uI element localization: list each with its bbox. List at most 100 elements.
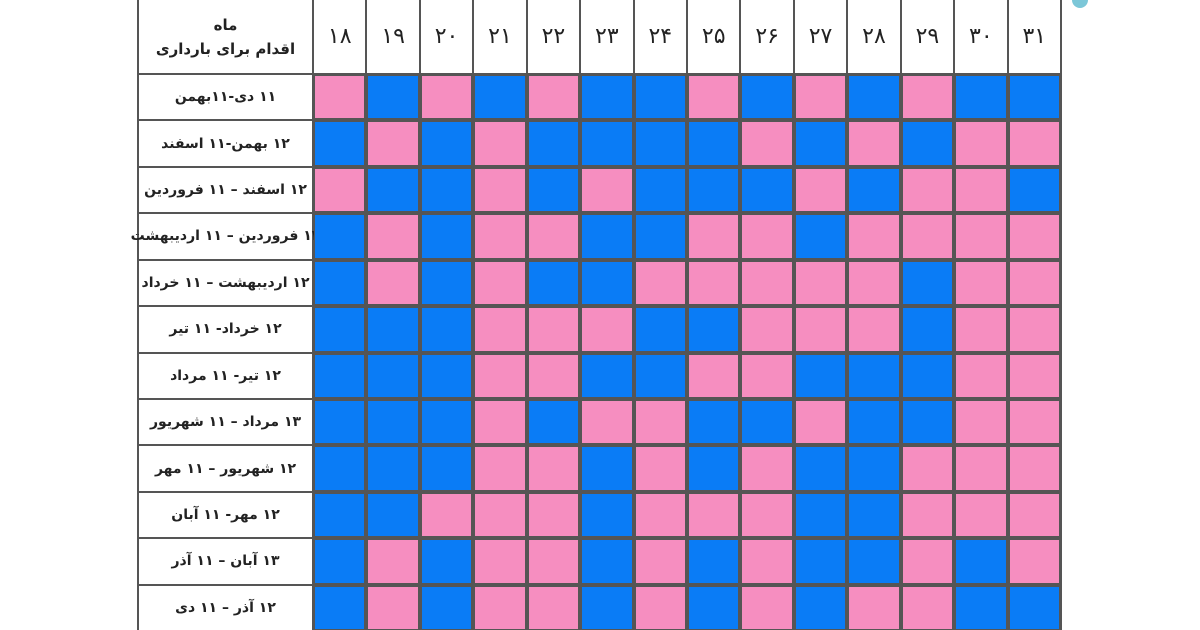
- cell-pink: [581, 167, 633, 213]
- cell-blue: [367, 492, 419, 538]
- cell-pink: [741, 260, 793, 306]
- row-header-month-range: ۱۲ بهمن-۱۱ اسفند: [139, 121, 312, 166]
- cell-pink: [634, 585, 686, 630]
- cell-pink: [527, 353, 580, 398]
- cell-blue: [527, 121, 580, 166]
- cell-blue: [741, 399, 793, 445]
- cell-blue: [581, 446, 633, 491]
- column-header-age: ۲۵: [687, 0, 740, 73]
- cell-pink: [794, 307, 847, 352]
- cell-blue: [848, 539, 900, 584]
- cell-blue: [687, 446, 740, 491]
- cell-pink: [687, 75, 740, 120]
- cell-pink: [901, 446, 954, 491]
- cell-blue: [367, 75, 419, 120]
- cell-blue: [1008, 75, 1060, 120]
- cell-pink: [901, 585, 954, 630]
- row-header-month-range: ۱۲ تیر- ۱۱ مرداد: [139, 353, 312, 398]
- cell-pink: [955, 167, 1007, 213]
- cell-blue: [314, 585, 366, 630]
- cell-pink: [794, 260, 847, 306]
- cell-blue: [367, 167, 419, 213]
- cell-pink: [1008, 214, 1060, 259]
- cell-pink: [527, 307, 580, 352]
- cell-blue: [581, 214, 633, 259]
- cell-pink: [848, 307, 900, 352]
- cell-blue: [420, 121, 473, 166]
- cell-pink: [367, 539, 419, 584]
- cell-blue: [848, 75, 900, 120]
- row-header-month-range: ۱۲ آذر – ۱۱ دی: [139, 585, 312, 630]
- cell-pink: [741, 446, 793, 491]
- cell-pink: [955, 492, 1007, 538]
- cell-blue: [901, 260, 954, 306]
- cell-pink: [901, 214, 954, 259]
- column-header-age: ۲۲: [527, 0, 580, 73]
- cell-blue: [794, 214, 847, 259]
- corner-header-month: ماه: [213, 15, 238, 34]
- cell-pink: [1008, 307, 1060, 352]
- cell-pink: [741, 539, 793, 584]
- cell-blue: [314, 399, 366, 445]
- cell-blue: [420, 585, 473, 630]
- cell-pink: [367, 585, 419, 630]
- row-header-month-range: ۱۱ دی-۱۱بهمن: [139, 75, 312, 120]
- cell-pink: [634, 399, 686, 445]
- column-header-age: ۲۳: [581, 0, 633, 73]
- cell-pink: [474, 260, 526, 306]
- cell-blue: [581, 121, 633, 166]
- cell-pink: [1008, 121, 1060, 166]
- row-header-month-range: ۱۳ آبان – ۱۱ آذر: [139, 539, 312, 584]
- cell-pink: [955, 399, 1007, 445]
- cell-blue: [901, 121, 954, 166]
- cell-pink: [527, 539, 580, 584]
- cell-blue: [848, 492, 900, 538]
- cell-blue: [901, 399, 954, 445]
- cell-pink: [474, 446, 526, 491]
- cell-pink: [474, 167, 526, 213]
- cell-blue: [314, 353, 366, 398]
- cell-pink: [474, 121, 526, 166]
- cell-blue: [314, 492, 366, 538]
- cell-blue: [848, 399, 900, 445]
- row-header-month-range: ۱۲ خرداد- ۱۱ تیر: [139, 307, 312, 352]
- cell-blue: [420, 167, 473, 213]
- cell-blue: [420, 353, 473, 398]
- column-header-age: ۳۰: [955, 0, 1007, 73]
- cell-pink: [687, 492, 740, 538]
- cell-pink: [527, 492, 580, 538]
- cell-pink: [741, 121, 793, 166]
- cell-pink: [474, 539, 526, 584]
- cell-blue: [955, 75, 1007, 120]
- cell-blue: [901, 307, 954, 352]
- cell-blue: [794, 121, 847, 166]
- cell-blue: [367, 353, 419, 398]
- cell-blue: [367, 446, 419, 491]
- cell-blue: [848, 353, 900, 398]
- column-header-age: ۳۱: [1008, 0, 1060, 73]
- cell-blue: [794, 492, 847, 538]
- cell-pink: [527, 585, 580, 630]
- cell-blue: [634, 353, 686, 398]
- row-header-month-range: ۱۲ مهر- ۱۱ آبان: [139, 492, 312, 538]
- corner-header-action: اقدام برای بارداری: [155, 39, 296, 58]
- cell-blue: [420, 307, 473, 352]
- pregnancy-calendar-table: ماه اقدام برای بارداری ۱۸ ۱۹ ۲۰ ۲۱ ۲۲ ۲۳ ۲۴ ۲۵ ۲…: [131, 0, 1062, 630]
- decorative-corner-mark: [1072, 0, 1088, 8]
- cell-blue: [1008, 585, 1060, 630]
- column-header-age: ۱۹: [367, 0, 419, 73]
- cell-pink: [420, 492, 473, 538]
- cell-blue: [794, 446, 847, 491]
- cell-blue: [474, 75, 526, 120]
- cell-pink: [474, 307, 526, 352]
- cell-blue: [687, 307, 740, 352]
- cell-blue: [581, 492, 633, 538]
- cell-blue: [581, 539, 633, 584]
- cell-pink: [794, 167, 847, 213]
- cell-blue: [634, 121, 686, 166]
- cell-blue: [527, 399, 580, 445]
- cell-blue: [901, 353, 954, 398]
- cell-blue: [527, 167, 580, 213]
- cell-pink: [901, 492, 954, 538]
- cell-pink: [955, 121, 1007, 166]
